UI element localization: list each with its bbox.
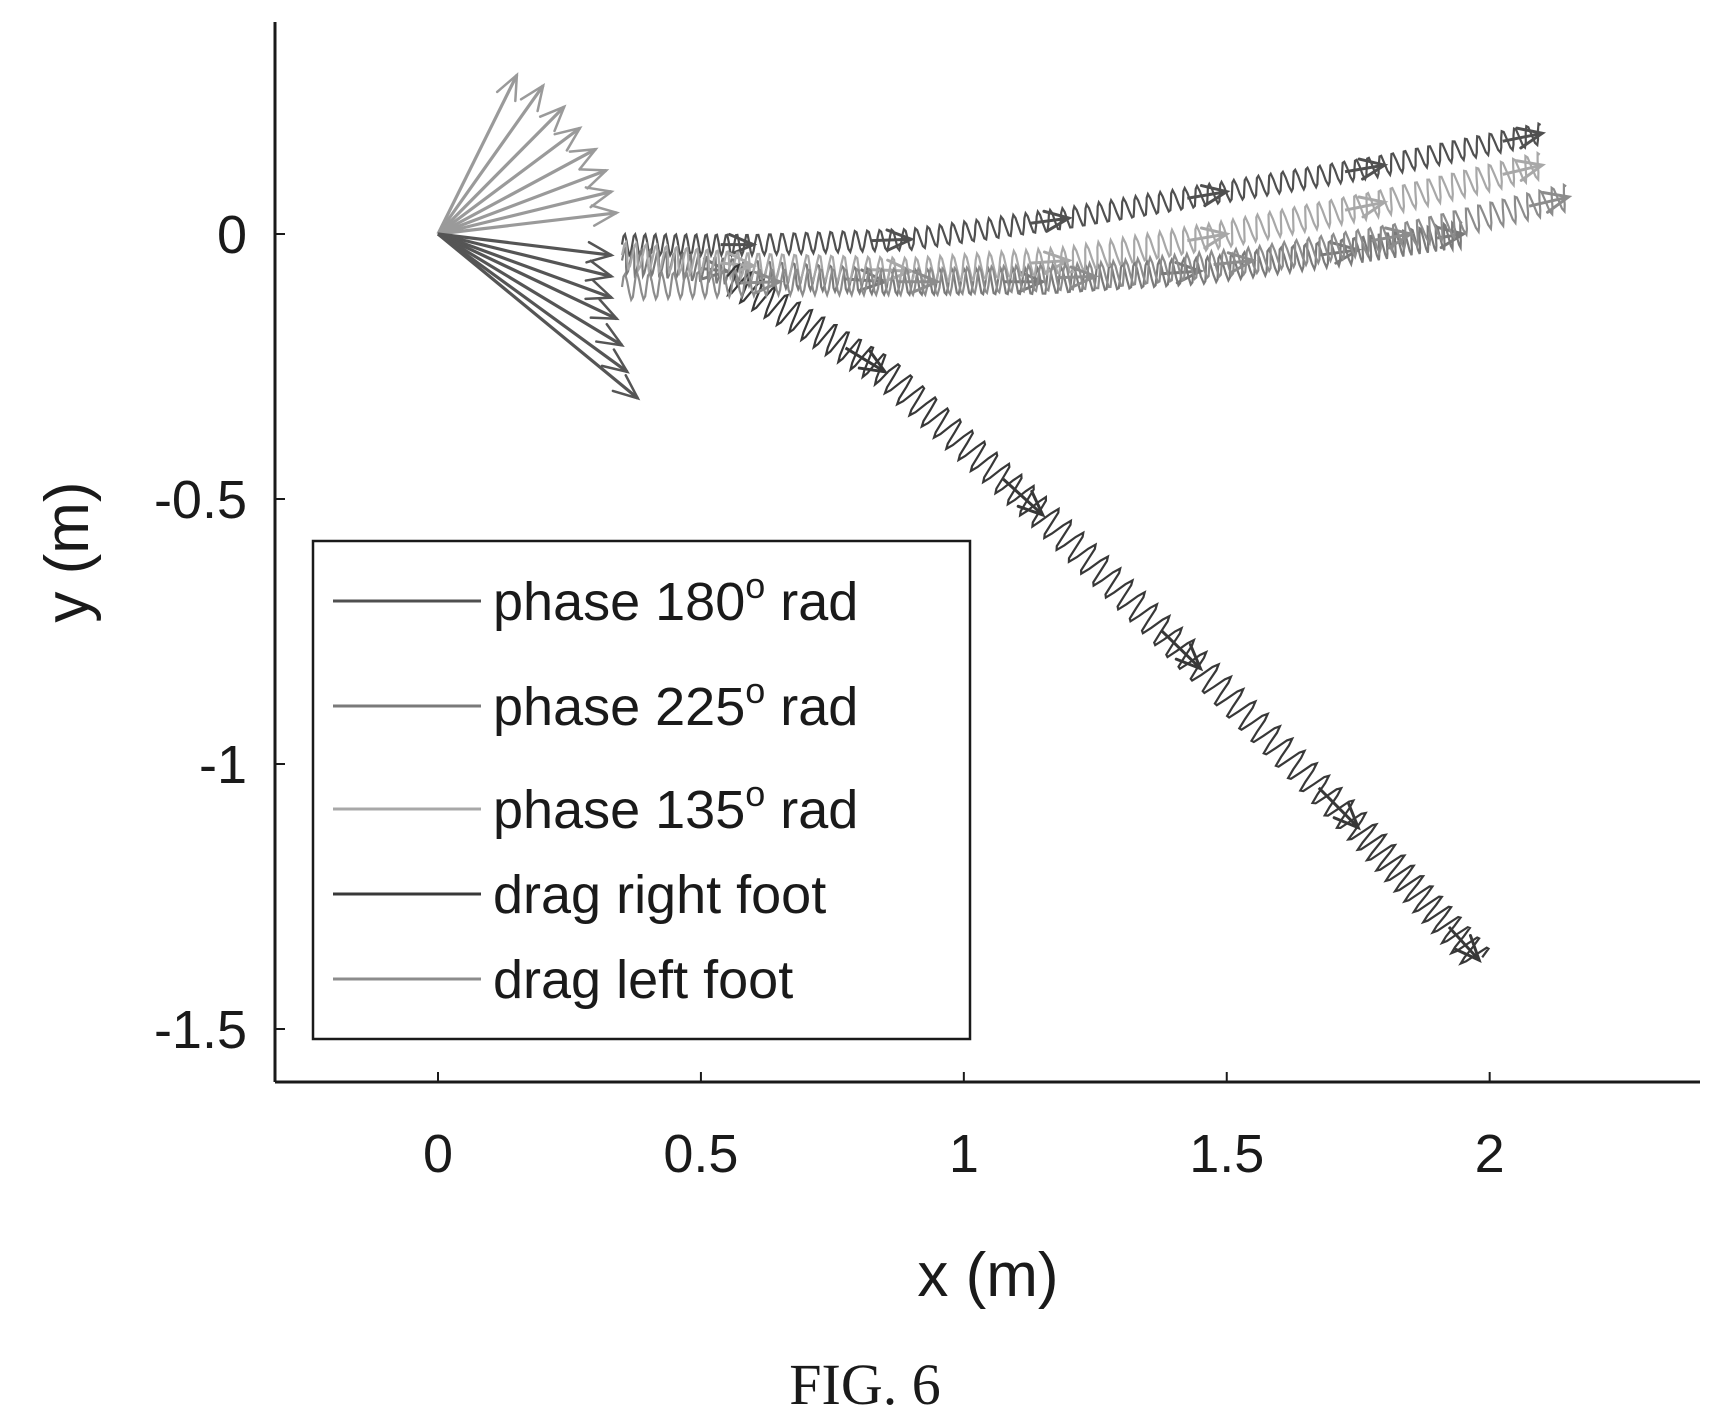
fan-arrow-shaft [437, 126, 581, 236]
legend-label-degree: o [745, 773, 765, 814]
fan-arrow-shaft [437, 232, 618, 321]
x-ticks: 0 0.5 1 1.5 2 [423, 1072, 1505, 1184]
x-axis-label: x (m) [917, 1241, 1058, 1310]
series-arrow-shaft [1528, 195, 1569, 208]
legend-box [311, 539, 972, 1041]
series-arrow-shaft [1447, 925, 1481, 962]
fan-arrow-shaft [436, 232, 639, 400]
legend-label-degree: o [745, 670, 765, 711]
fan-arrow-shaft [437, 232, 612, 257]
fan-arrow-head [590, 204, 620, 227]
legend-label: drag left foot [493, 950, 793, 1010]
legend-label: drag right foot [493, 865, 826, 925]
legend-label: phase 180o rad [493, 565, 858, 632]
fan-arrow-head [584, 186, 615, 209]
legend-label-unit: rad [765, 572, 858, 632]
series-arrow-shaft [871, 237, 912, 243]
fan-arrow-shaft [437, 211, 617, 236]
legend-label-main: phase 135 [493, 780, 745, 840]
y-tick-label: 0 [217, 205, 247, 265]
y-tick-label: -1 [199, 735, 247, 795]
fan-arrow-shaft [437, 232, 613, 300]
y-ticks: 0 -0.5 -1 -1.5 [154, 205, 285, 1060]
series-arrow-shaft [1055, 274, 1096, 280]
legend-label-unit: rad [765, 780, 858, 840]
y-axis-label: y (m) [33, 481, 102, 622]
fan-arrow-shaft [436, 84, 545, 235]
series-arrow-shaft [1371, 232, 1412, 243]
fan-arrow-head [595, 322, 625, 347]
series-line [620, 182, 1567, 303]
legend-label-main: phase 180 [493, 572, 745, 632]
fan-arrow-head [600, 348, 630, 374]
legend-label-main: drag left foot [493, 950, 793, 1010]
series-arrow-shaft [1317, 786, 1360, 829]
fan-arrow-head [589, 298, 620, 321]
fan-arrow-shaft [437, 232, 623, 347]
series-line [620, 151, 1541, 287]
fan-arrow-head [553, 126, 583, 152]
series-arrow-shaft [1187, 232, 1228, 243]
fan-layer [436, 72, 641, 401]
figure-caption: FIG. 6 [789, 1352, 940, 1417]
fan-arrow-shaft [437, 232, 629, 374]
fan-arrow-shaft [437, 147, 597, 236]
data-layer [620, 121, 1573, 966]
series-arrow-shaft [1213, 259, 1254, 266]
fan-arrow-shaft [437, 190, 612, 236]
fan-arrow-head [579, 168, 610, 190]
series-arrow-shaft [1344, 163, 1385, 174]
legend-label: phase 225o rad [493, 670, 858, 737]
series-arrow-shaft [1029, 216, 1070, 225]
fan-arrow-head [538, 104, 567, 133]
series-arrow-shaft [1502, 163, 1543, 176]
legend-label-main: drag right foot [493, 865, 826, 925]
series-arrow-shaft [720, 261, 754, 268]
series-arrow-shaft [1159, 629, 1202, 670]
x-tick-label: 1 [949, 1124, 979, 1184]
series-arrow-shaft [1187, 190, 1228, 200]
x-tick-label: 0 [423, 1124, 453, 1184]
fan-arrow-head [584, 259, 615, 282]
fan-arrow-head [611, 374, 641, 401]
fan-arrow-head [584, 278, 615, 301]
y-tick-label: -0.5 [154, 470, 247, 530]
legend-label-main: phase 225 [493, 677, 745, 737]
y-tick-label: -1.5 [154, 1000, 247, 1060]
fan-arrow-shaft [436, 105, 566, 236]
fan-arrow-shaft [437, 232, 612, 278]
legend-label-unit: rad [765, 677, 858, 737]
fan-arrow-head [519, 82, 546, 113]
x-tick-label: 2 [1475, 1124, 1505, 1184]
series-arrow-shaft [740, 280, 780, 285]
series-arrow-shaft [844, 346, 886, 374]
fan-arrow-shaft [436, 74, 519, 235]
fan-arrow-head [568, 147, 599, 171]
series-arrow-shaft [1002, 478, 1044, 517]
x-tick-label: 0.5 [663, 1124, 738, 1184]
fan-arrow-shaft [437, 168, 607, 236]
fan-arrow-head [495, 72, 519, 103]
x-tick-label: 1.5 [1189, 1124, 1264, 1184]
legend-label: phase 135o rad [493, 773, 858, 840]
series-arrow-shaft [1029, 259, 1070, 265]
series-line [620, 121, 1542, 259]
fan-arrow-head [585, 240, 615, 264]
series-line [726, 263, 1491, 966]
series-arrow-shaft [1344, 200, 1385, 212]
series-arrow-shaft [1502, 131, 1543, 143]
legend-label-degree: o [745, 565, 765, 606]
